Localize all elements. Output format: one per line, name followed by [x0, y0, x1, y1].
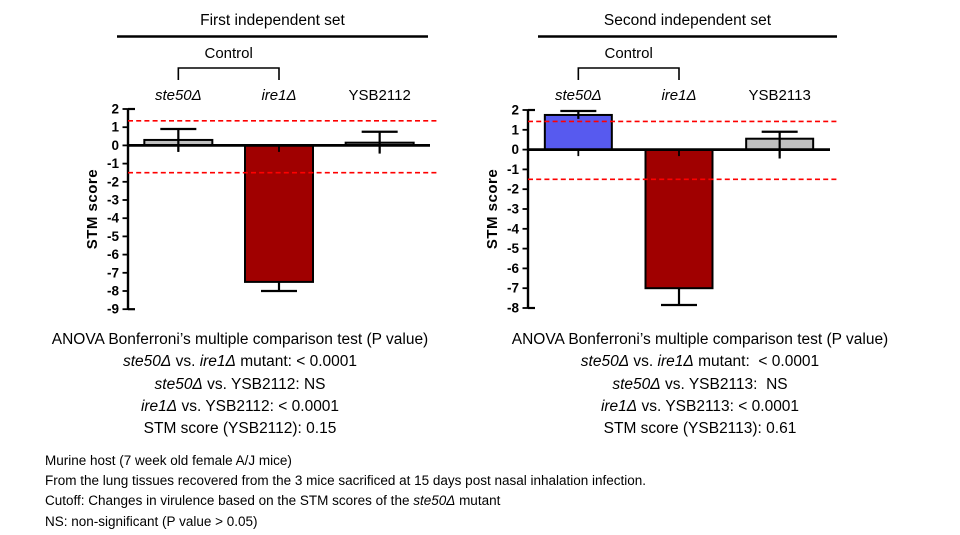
second-set-chart: Second independent set Control ste50Δ ire1Δ…: [470, 0, 960, 320]
anova-second-line-4: ire1Δ vs. YSB2113: < 0.0001: [480, 396, 920, 418]
category-label: YSB2112: [349, 87, 411, 104]
y-tick-label: -1: [107, 156, 119, 171]
gene-name: ire1Δ: [140, 397, 178, 415]
gene-name: ste50Δ: [154, 375, 203, 393]
y-tick-label: -9: [107, 302, 119, 317]
y-tick-label: -3: [107, 193, 119, 208]
text-segment: Murine host (7 week old female A/J mice): [45, 453, 292, 468]
y-tick-label: -4: [507, 221, 519, 236]
anova-block-first-set: ANOVA Bonferroni’s multiple comparison t…: [10, 329, 470, 440]
y-tick-label: -8: [107, 284, 119, 299]
y-tick-label: -7: [107, 265, 119, 280]
anova-second-line-1: ANOVA Bonferroni’s multiple comparison t…: [480, 329, 920, 351]
footnote-line-4: NS: non-significant (P value > 0.05): [45, 512, 646, 532]
text-segment: mutant: < 0.0001: [693, 353, 820, 371]
text-segment: STM score (YSB2113): 0.61: [603, 420, 797, 438]
first-set-chart: First independent set Control ste50Δ ire1Δ Y…: [0, 0, 470, 320]
bar: [244, 144, 314, 283]
text-segment: vs.: [171, 353, 200, 371]
y-tick-label: 0: [511, 142, 519, 157]
text-segment: vs.: [629, 353, 658, 371]
y-tick-label: -4: [107, 211, 119, 226]
footnote-line-1: Murine host (7 week old female A/J mice): [45, 451, 646, 471]
gene-name: ire1Δ: [199, 353, 236, 371]
gene-name: ire1Δ: [657, 353, 694, 371]
text-segment: NS: non-significant (P value > 0.05): [45, 513, 258, 529]
category-label: ire1Δ: [661, 87, 696, 104]
chart-title: Second independent set: [604, 12, 772, 29]
y-axis-title: STM score: [484, 169, 501, 249]
y-axis-title: STM score: [84, 169, 101, 249]
text-segment: mutant: < 0.0001: [235, 353, 358, 371]
y-tick-label: -1: [507, 162, 519, 177]
second-set-chart-svg: Second independent set Control ste50Δ ire1Δ…: [484, 12, 838, 316]
chart-title: First independent set: [200, 12, 345, 29]
anova-second-line-5: STM score (YSB2113): 0.61: [480, 418, 920, 440]
bar: [543, 113, 613, 151]
y-tick-label: 0: [111, 138, 119, 153]
anova-second-line-2: ste50Δ vs. ire1Δ mutant: < 0.0001: [480, 351, 920, 373]
text-segment: vs. YSB2112: NS: [202, 375, 326, 393]
anova-first-line-5: STM score (YSB2112): 0.15: [10, 418, 470, 440]
gene-name: ire1Δ: [600, 397, 638, 415]
category-label: ste50Δ: [155, 87, 202, 104]
y-tick-label: 1: [111, 120, 119, 135]
y-tick-label: -2: [507, 182, 519, 197]
y-tick-label: 2: [511, 103, 519, 118]
bar: [644, 148, 714, 290]
group-bracket: [577, 67, 680, 80]
y-tick-label: -7: [507, 281, 519, 296]
text-segment: ANOVA Bonferroni’s multiple comparison t…: [51, 331, 429, 348]
y-tick-label: -5: [107, 229, 119, 244]
gene-name: ste50Δ: [413, 493, 456, 509]
y-tick-label: -8: [507, 301, 519, 316]
anova-first-line-2: ste50Δ vs. ire1Δ mutant: < 0.0001: [10, 351, 470, 373]
footnote-line-2: From the lung tissues recovered from the…: [45, 471, 646, 491]
group-label: Control: [604, 45, 652, 62]
y-tick-label: 1: [511, 122, 519, 137]
group-label: Control: [204, 45, 252, 62]
y-tick-label: -6: [507, 261, 519, 276]
y-tick-label: -2: [107, 174, 119, 189]
text-segment: vs. YSB2113: < 0.0001: [637, 397, 800, 415]
anova-first-line-4: ire1Δ vs. YSB2112: < 0.0001: [10, 396, 470, 418]
anova-first-line-3: ste50Δ vs. YSB2112: NS: [10, 374, 470, 396]
group-bracket: [177, 67, 280, 80]
text-segment: ANOVA Bonferroni’s multiple comparison t…: [511, 331, 889, 348]
text-segment: vs. YSB2113: NS: [660, 375, 788, 393]
gene-name: ste50Δ: [580, 353, 630, 371]
y-tick-label: 2: [111, 102, 119, 117]
anova-block-second-set: ANOVA Bonferroni’s multiple comparison t…: [480, 329, 920, 440]
category-label: ste50Δ: [555, 87, 602, 104]
footnote-line-3: Cutoff: Changes in virulence based on th…: [45, 491, 646, 511]
text-segment: From the lung tissues recovered from the…: [45, 473, 647, 489]
gene-name: ste50Δ: [612, 375, 661, 393]
category-label: YSB2113: [749, 87, 811, 104]
y-tick-label: -5: [507, 241, 519, 256]
category-label: ire1Δ: [261, 87, 296, 104]
text-segment: Cutoff: Changes in virulence based on th…: [45, 493, 414, 509]
text-segment: vs. YSB2112: < 0.0001: [177, 397, 340, 415]
y-tick-label: -6: [107, 247, 119, 262]
footnotes-block: Murine host (7 week old female A/J mice)…: [45, 451, 646, 532]
first-set-chart-svg: First independent set Control ste50Δ ire1Δ Y…: [84, 12, 438, 317]
y-tick-label: -3: [507, 202, 519, 217]
text-segment: mutant: [455, 493, 501, 509]
gene-name: ste50Δ: [122, 353, 172, 371]
anova-second-line-3: ste50Δ vs. YSB2113: NS: [480, 374, 920, 396]
anova-first-line-1: ANOVA Bonferroni’s multiple comparison t…: [10, 329, 470, 351]
text-segment: STM score (YSB2112): 0.15: [143, 420, 337, 438]
